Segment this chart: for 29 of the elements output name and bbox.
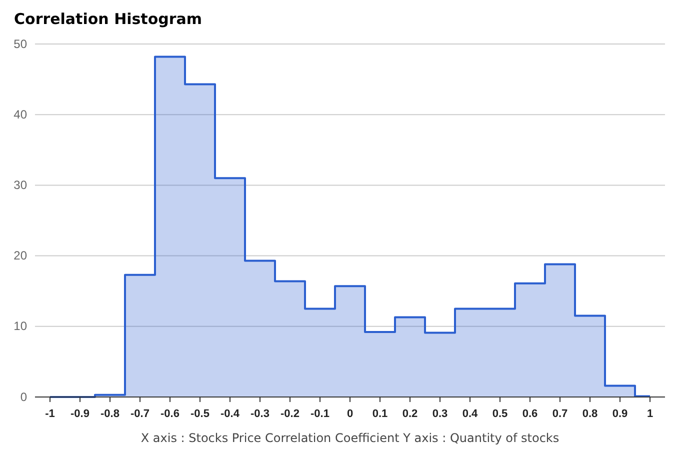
x-tick-label: -0.7 [130,408,150,420]
x-tick-label: -0.1 [310,408,330,420]
chart-title: Correlation Histogram [14,10,202,28]
x-tick-label: 0.5 [492,408,508,420]
y-tick-label: 40 [14,107,28,122]
x-tick-label: -0.8 [100,408,120,420]
x-tick-label: -0.5 [190,408,210,420]
x-tick-label: 0.2 [402,408,418,420]
x-tick-label: -1 [45,408,55,420]
x-tick-label: -0.4 [220,408,240,420]
x-tick-label: 0 [346,408,354,420]
x-axis-title: X axis : Stocks Price Correlation Coefficient Y axis : Quantity of stocks [140,431,560,445]
x-tick-label: 0.6 [522,408,538,420]
x-tick-label: 0.8 [582,408,598,420]
x-tick-label: -0.6 [160,408,180,420]
y-tick-label: 50 [14,36,28,51]
x-tick-label: -0.2 [280,408,300,420]
y-tick-label: 20 [14,248,28,263]
x-tick-label: 0.9 [612,408,628,420]
x-tick-label: -0.3 [250,408,270,420]
x-tick-label: 1 [646,408,654,420]
y-tick-label: 10 [14,319,28,334]
x-tick-label: -0.9 [70,408,90,420]
x-tick-label: 0.1 [372,408,388,420]
x-tick-label: 0.7 [552,408,568,420]
y-tick-label: 0 [20,390,28,404]
x-tick-label: 0.4 [462,408,479,420]
y-tick-label: 30 [14,178,28,192]
x-tick-label: 0.3 [432,408,448,420]
